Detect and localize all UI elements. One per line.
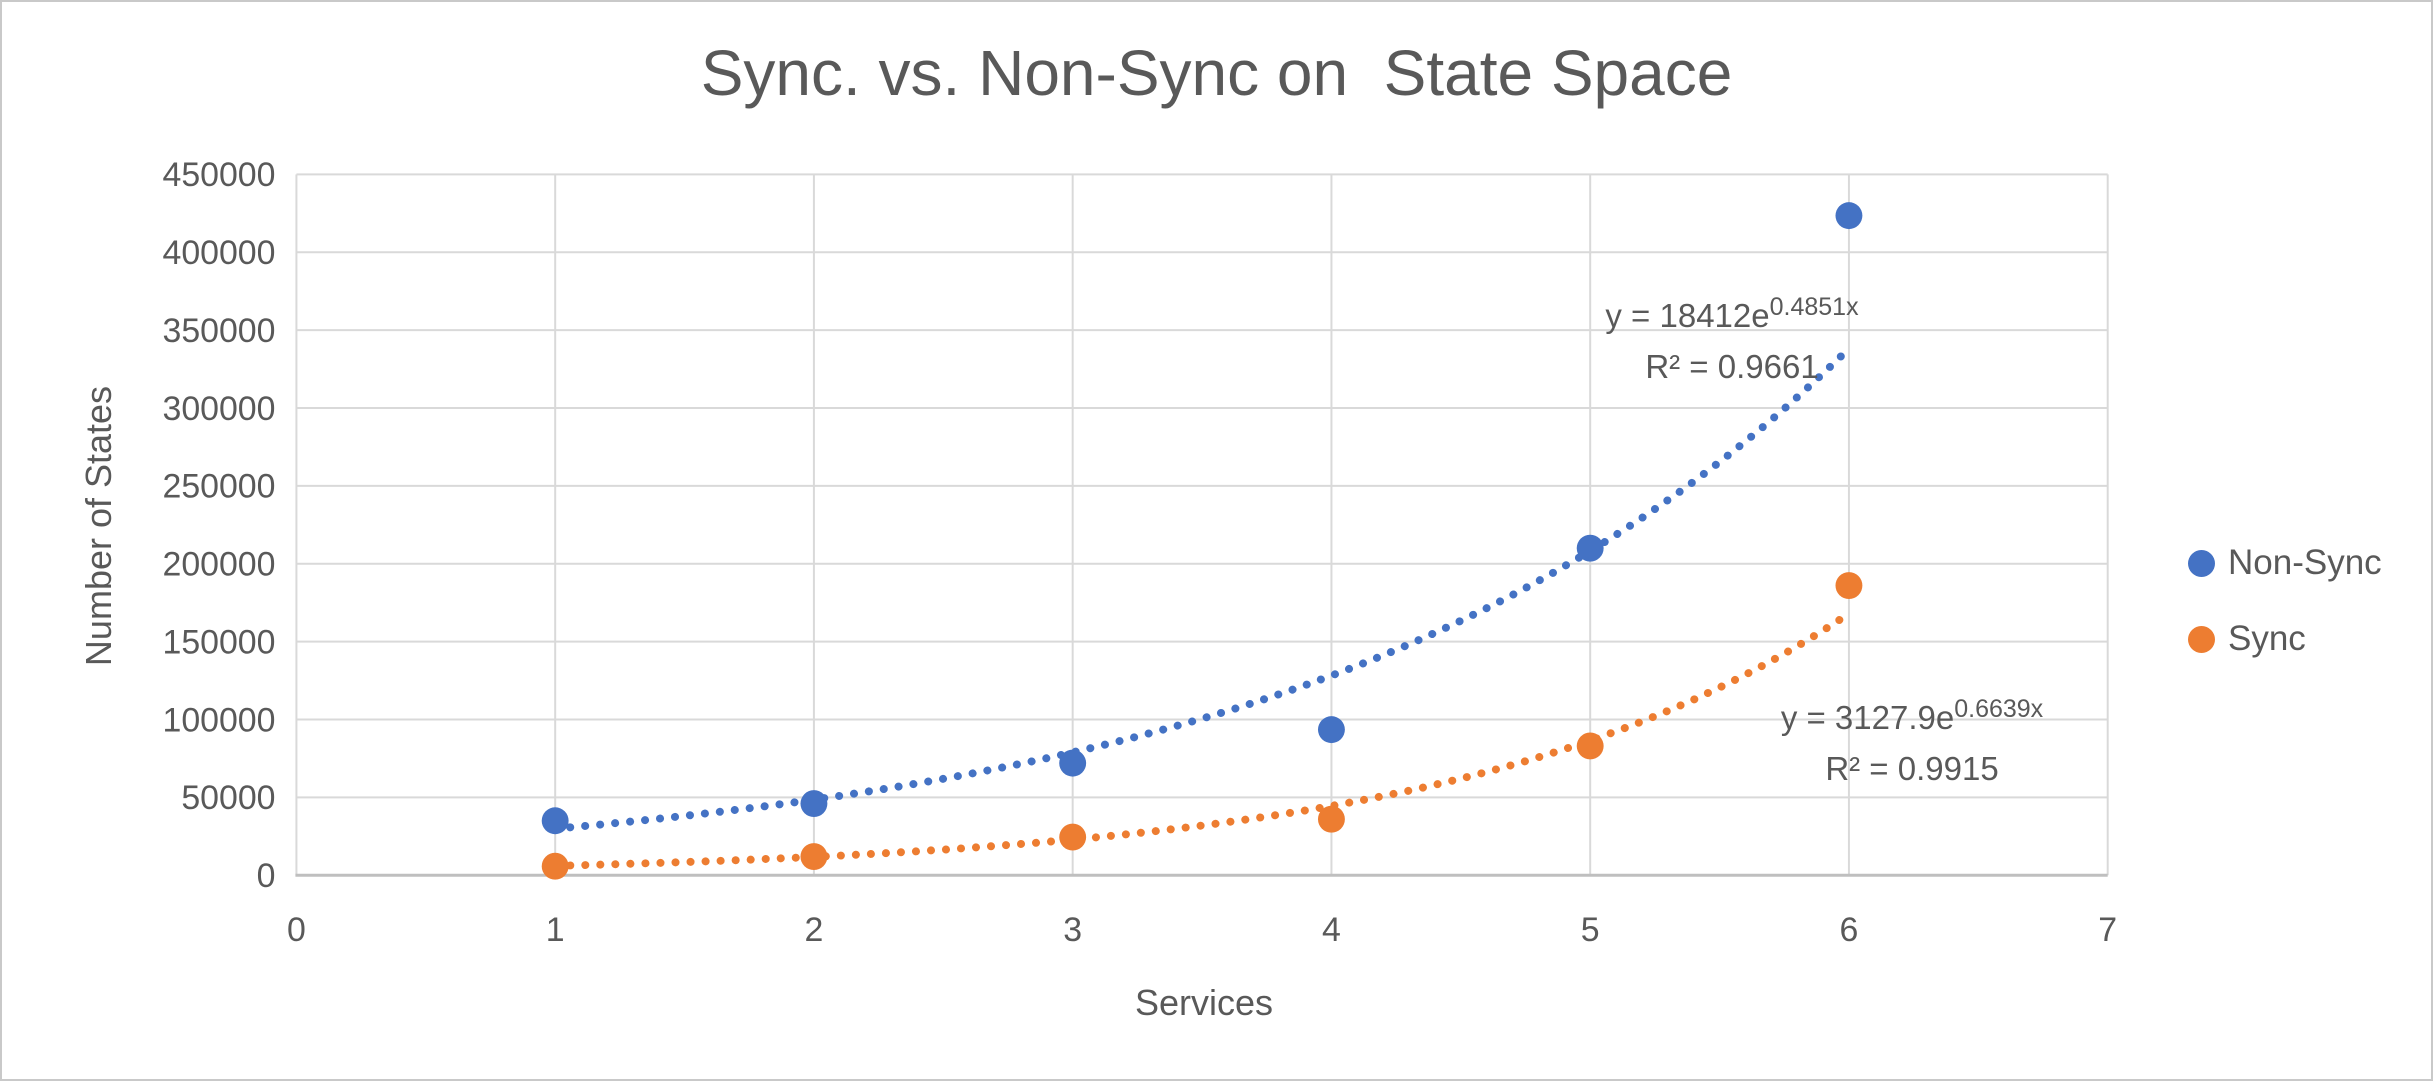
chart-title: Sync. vs. Non-Sync on State Space — [700, 37, 1733, 109]
legend-label: Non-Sync — [2228, 543, 2382, 582]
x-tick-label: 4 — [1322, 911, 1341, 949]
trendline-non-sync — [551, 344, 1853, 833]
y-tick-label: 300000 — [162, 390, 275, 428]
legend-item-nonsync: Non-Sync — [2188, 536, 2382, 590]
x-tick-label: 5 — [1581, 911, 1600, 949]
data-point-non-sync — [800, 790, 828, 818]
y-tick-label: 350000 — [162, 312, 275, 350]
y-tick-label: 150000 — [162, 623, 275, 661]
data-point-non-sync — [1317, 716, 1345, 744]
equation-line: y = 3127.9e0.6639x — [1780, 695, 2044, 737]
x-tick-label: 1 — [546, 911, 565, 949]
y-tick-label: 100000 — [162, 701, 275, 739]
data-point-sync — [800, 843, 828, 871]
y-tick-label: 450000 — [162, 156, 275, 194]
x-tick-label: 6 — [1840, 911, 1859, 949]
x-tick-label: 0 — [287, 911, 306, 949]
legend: Non-Sync Sync — [2188, 536, 2382, 688]
x-axis-title: Services — [1134, 982, 1274, 1023]
data-point-non-sync — [541, 807, 569, 835]
y-tick-label: 0 — [257, 857, 276, 895]
y-tick-label: 200000 — [162, 546, 275, 584]
data-point-non-sync — [1059, 749, 1087, 777]
trendline-sync — [551, 609, 1853, 870]
y-axis-title: Number of States — [78, 385, 119, 667]
y-tick-label: 50000 — [181, 779, 275, 817]
trendline-equation-sync: y = 3127.9e0.6639x R² = 0.9915 — [1702, 692, 2122, 794]
y-tick-label: 250000 — [162, 468, 275, 506]
data-point-sync — [1059, 823, 1087, 851]
x-tick-label: 7 — [2098, 911, 2117, 949]
r-squared-line: R² = 0.9915 — [1825, 750, 1999, 787]
legend-marker-nonsync-icon — [2188, 549, 2215, 577]
data-point-sync — [1576, 732, 1604, 760]
data-point-sync — [541, 852, 569, 880]
x-tick-label: 3 — [1063, 911, 1082, 949]
data-point-sync — [1835, 572, 1863, 600]
equation-line: y = 18412e0.4851x — [1605, 293, 1859, 335]
r-squared-line: R² = 0.9661 — [1645, 348, 1819, 385]
legend-marker-sync-icon — [2188, 625, 2215, 653]
trendline-equation-nonsync: y = 18412e0.4851x R² = 0.9661 — [1522, 290, 1942, 392]
data-point-non-sync — [1576, 534, 1604, 562]
data-point-non-sync — [1835, 202, 1863, 230]
x-tick-label: 2 — [805, 911, 824, 949]
y-tick-label: 400000 — [162, 234, 275, 272]
legend-item-sync: Sync — [2188, 612, 2382, 666]
legend-label: Sync — [2228, 619, 2306, 658]
data-point-sync — [1317, 805, 1345, 833]
